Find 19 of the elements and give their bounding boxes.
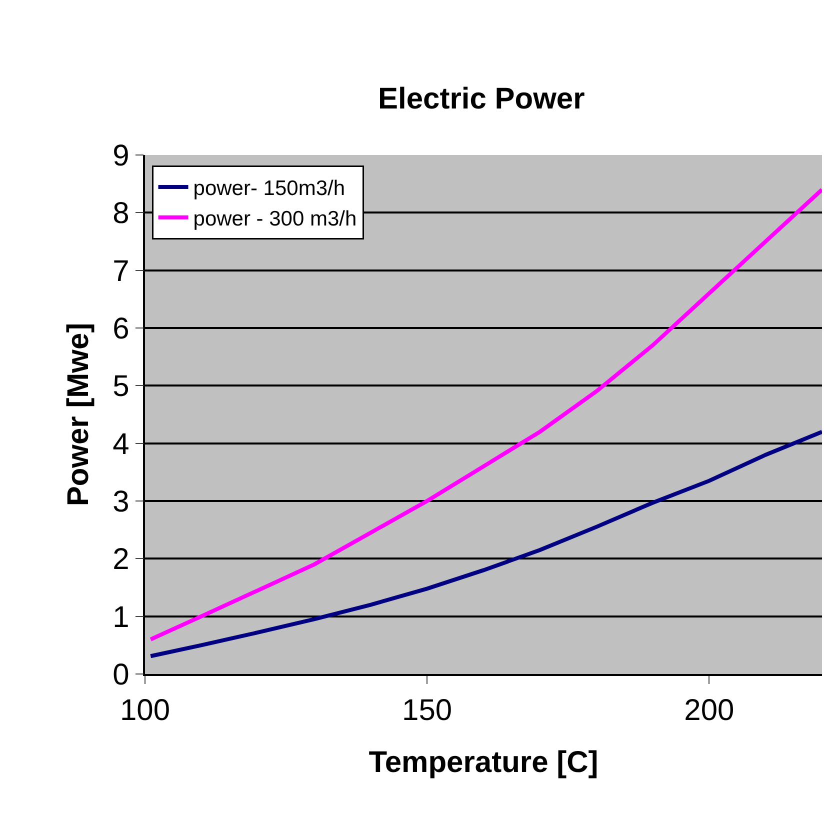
y-axis-title: Power [Mwe] (62, 322, 96, 506)
legend-label: power - 300 m3/h (193, 208, 357, 231)
x-axis-title: Temperature [C] (368, 746, 598, 779)
y-tick-label: 0 (112, 658, 130, 692)
y-tick-label: 9 (112, 140, 130, 172)
x-tick-label: 150 (402, 694, 452, 727)
y-tick-label: 2 (112, 543, 130, 576)
y-tick-label: 1 (112, 600, 130, 634)
y-tick-label: 6 (112, 312, 130, 346)
y-tick-label: 3 (112, 486, 130, 518)
legend-label: power- 150m3/h (193, 177, 346, 200)
chart-title: Electric Power (378, 82, 586, 116)
y-tick-label: 4 (112, 428, 130, 461)
y-tick-label: 7 (112, 254, 130, 288)
y-tick-label: 8 (112, 197, 130, 230)
y-tick-label: 5 (112, 370, 130, 404)
line-series (148, 430, 822, 658)
x-tick-label: 200 (684, 694, 734, 727)
x-tick-label: 100 (120, 694, 170, 727)
